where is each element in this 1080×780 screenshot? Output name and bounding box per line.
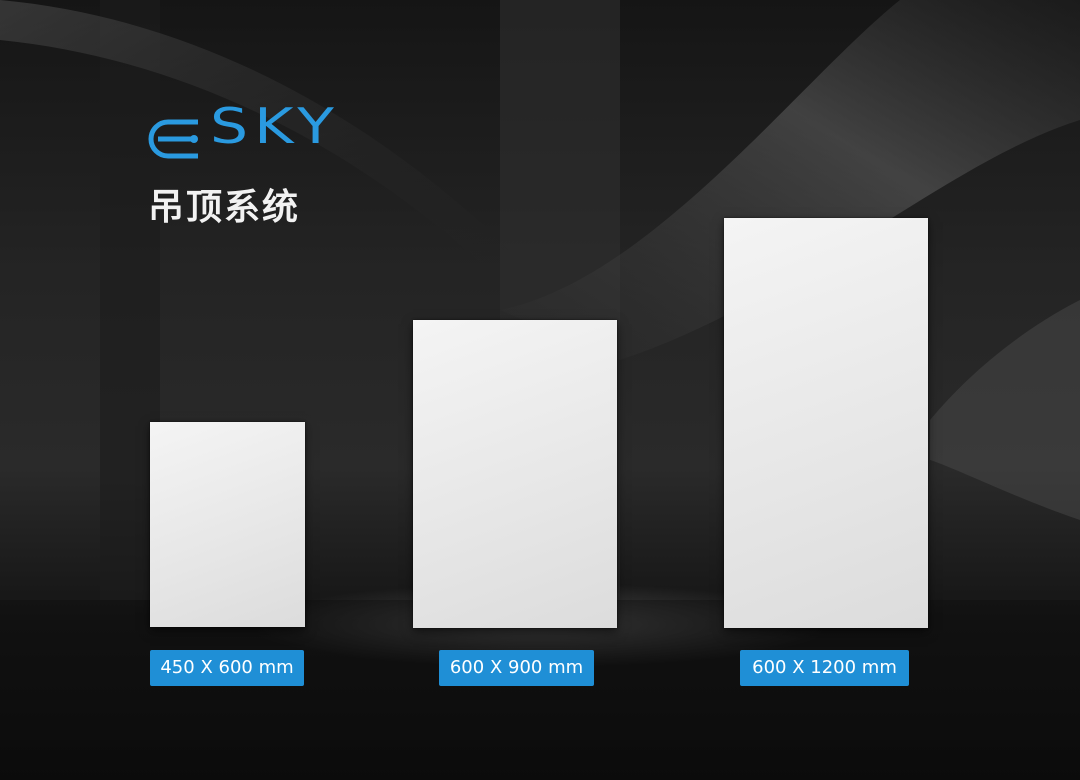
panel	[150, 422, 305, 627]
logo-icon	[148, 119, 198, 159]
panel	[413, 320, 617, 628]
title: 吊顶系统	[148, 187, 301, 228]
size-label: 450 X 600 mm	[150, 650, 304, 686]
size-label: 600 X 1200 mm	[740, 650, 909, 686]
size-label: 600 X 900 mm	[439, 650, 594, 686]
panel	[724, 218, 928, 628]
logo-text: SKY	[210, 97, 340, 156]
